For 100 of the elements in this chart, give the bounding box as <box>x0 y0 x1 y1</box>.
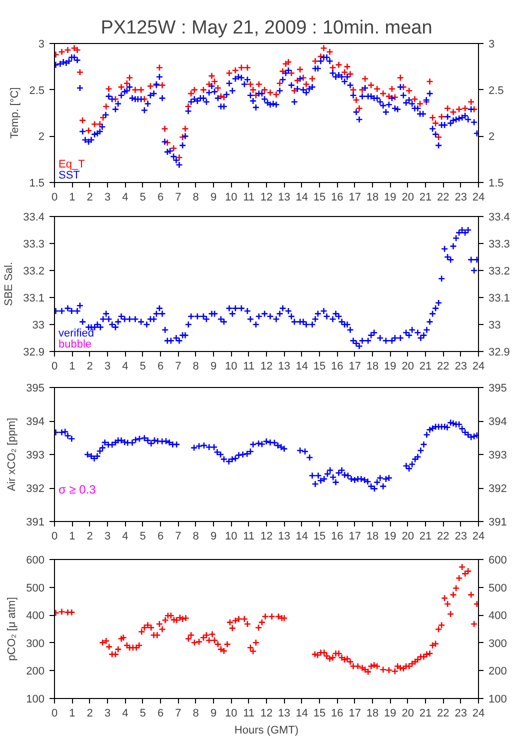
y2-tick-label: 391 <box>488 516 507 528</box>
y-tick-label: 33 <box>32 320 45 332</box>
x-axis-title: Hours (GMT) <box>234 724 299 736</box>
x-tick-label: 10 <box>225 360 238 372</box>
x-tick-label: 12 <box>260 530 273 542</box>
y-tick-label: 32.9 <box>23 346 45 358</box>
series-label: verified <box>58 328 94 340</box>
x-tick-label: 8 <box>192 530 199 542</box>
x-tick-label: 22 <box>437 360 450 372</box>
x-tick-label: 18 <box>366 192 379 204</box>
x-tick-label: 4 <box>122 192 128 204</box>
x-tick-label: 1 <box>69 708 76 720</box>
x-tick-label: 24 <box>472 360 485 372</box>
x-tick-label: 20 <box>402 708 414 720</box>
x-tick-label: 15 <box>313 192 326 204</box>
x-tick-label: 6 <box>157 360 164 372</box>
x-tick-label: 21 <box>419 360 432 372</box>
x-tick-label: 2 <box>86 192 93 204</box>
x-tick-label: 12 <box>260 708 273 720</box>
x-tick-label: 0 <box>51 360 58 372</box>
x-tick-label: 23 <box>454 360 467 372</box>
x-tick-label: 1 <box>69 530 76 542</box>
x-tick-label: 6 <box>157 708 164 720</box>
x-tick-label: 11 <box>243 360 255 372</box>
y-tick-label: 2 <box>38 131 45 144</box>
y-tick-label: 394 <box>26 416 45 428</box>
y-tick-label: 300 <box>26 638 45 650</box>
y2-tick-label: 100 <box>488 694 507 706</box>
x-tick-label: 22 <box>437 192 450 204</box>
x-tick-label: 6 <box>157 530 164 542</box>
annotation: σ ≥ 0.3 <box>58 482 96 496</box>
x-tick-label: 4 <box>122 708 128 720</box>
y-tick-label: 100 <box>26 694 45 706</box>
x-tick-label: 7 <box>175 192 182 204</box>
y2-tick-label: 33.3 <box>488 238 510 250</box>
x-tick-label: 23 <box>454 708 467 720</box>
x-tick-label: 15 <box>313 360 326 372</box>
x-tick-label: 17 <box>348 708 361 720</box>
x-tick-label: 17 <box>348 192 361 204</box>
y2-tick-label: 2 <box>488 131 495 144</box>
x-tick-label: 10 <box>225 708 238 720</box>
x-tick-label: 19 <box>384 708 396 720</box>
y2-tick-label: 394 <box>488 416 507 428</box>
x-tick-label: 11 <box>243 708 255 720</box>
y-tick-label: 200 <box>26 666 45 678</box>
y-tick-label: 600 <box>26 554 45 566</box>
x-tick-label: 15 <box>313 530 326 542</box>
x-tick-label: 14 <box>296 360 308 372</box>
legend-label: bubble <box>58 338 92 350</box>
x-tick-label: 5 <box>140 192 146 204</box>
x-tick-label: 7 <box>175 530 182 542</box>
y-axis-title: SBE Sal. <box>3 262 16 306</box>
y2-tick-label: 300 <box>488 638 507 650</box>
x-tick-label: 17 <box>348 360 361 372</box>
y2-tick-label: 32.9 <box>488 346 510 358</box>
x-tick-label: 19 <box>384 360 396 372</box>
x-tick-label: 20 <box>402 360 414 372</box>
text: Eq_T <box>58 158 86 170</box>
x-tick-label: 0 <box>51 708 58 720</box>
x-tick-label: 22 <box>437 708 450 720</box>
x-tick-label: 7 <box>175 708 182 720</box>
x-tick-label: 14 <box>296 708 308 720</box>
x-tick-label: 4 <box>122 360 128 372</box>
y2-tick-label: 33 <box>488 320 501 332</box>
y-tick-label: 395 <box>26 382 45 394</box>
x-tick-label: 16 <box>331 192 344 204</box>
x-tick-label: 14 <box>296 530 308 542</box>
x-tick-label: 11 <box>243 192 255 204</box>
x-tick-label: 8 <box>192 192 199 204</box>
y-tick-label: 3 <box>38 38 45 50</box>
x-tick-label: 20 <box>402 530 414 542</box>
y-tick-label: 393 <box>26 450 45 462</box>
x-tick-label: 12 <box>260 360 273 372</box>
x-tick-label: 8 <box>192 708 199 720</box>
x-tick-label: 2 <box>86 708 93 720</box>
x-tick-label: 3 <box>104 360 111 372</box>
y2-tick-label: 393 <box>488 450 507 462</box>
x-tick-label: 7 <box>175 360 182 372</box>
y2-tick-label: 1.5 <box>488 178 504 190</box>
x-tick-label: 0 <box>51 530 58 542</box>
x-tick-label: 21 <box>419 708 432 720</box>
y2-tick-label: 400 <box>488 610 507 622</box>
y-tick-label: 392 <box>26 483 45 495</box>
y-tick-label: 33.3 <box>23 238 45 250</box>
x-tick-label: 5 <box>140 360 146 372</box>
x-tick-label: 3 <box>104 192 111 204</box>
x-tick-label: 3 <box>104 708 111 720</box>
y2-tick-label: 33.2 <box>488 266 510 278</box>
x-tick-label: 14 <box>296 192 308 204</box>
y2-tick-label: 33.1 <box>488 292 510 304</box>
x-tick-label: 16 <box>331 360 344 372</box>
x-tick-label: 19 <box>384 530 396 542</box>
y-tick-label: 33.4 <box>23 212 45 224</box>
x-tick-label: 15 <box>313 708 326 720</box>
x-tick-label: 19 <box>384 192 396 204</box>
x-tick-label: 18 <box>366 708 379 720</box>
y-tick-label: 500 <box>26 582 45 594</box>
x-tick-label: 9 <box>210 360 217 372</box>
x-tick-label: 13 <box>278 708 290 720</box>
x-tick-label: 4 <box>122 530 128 542</box>
